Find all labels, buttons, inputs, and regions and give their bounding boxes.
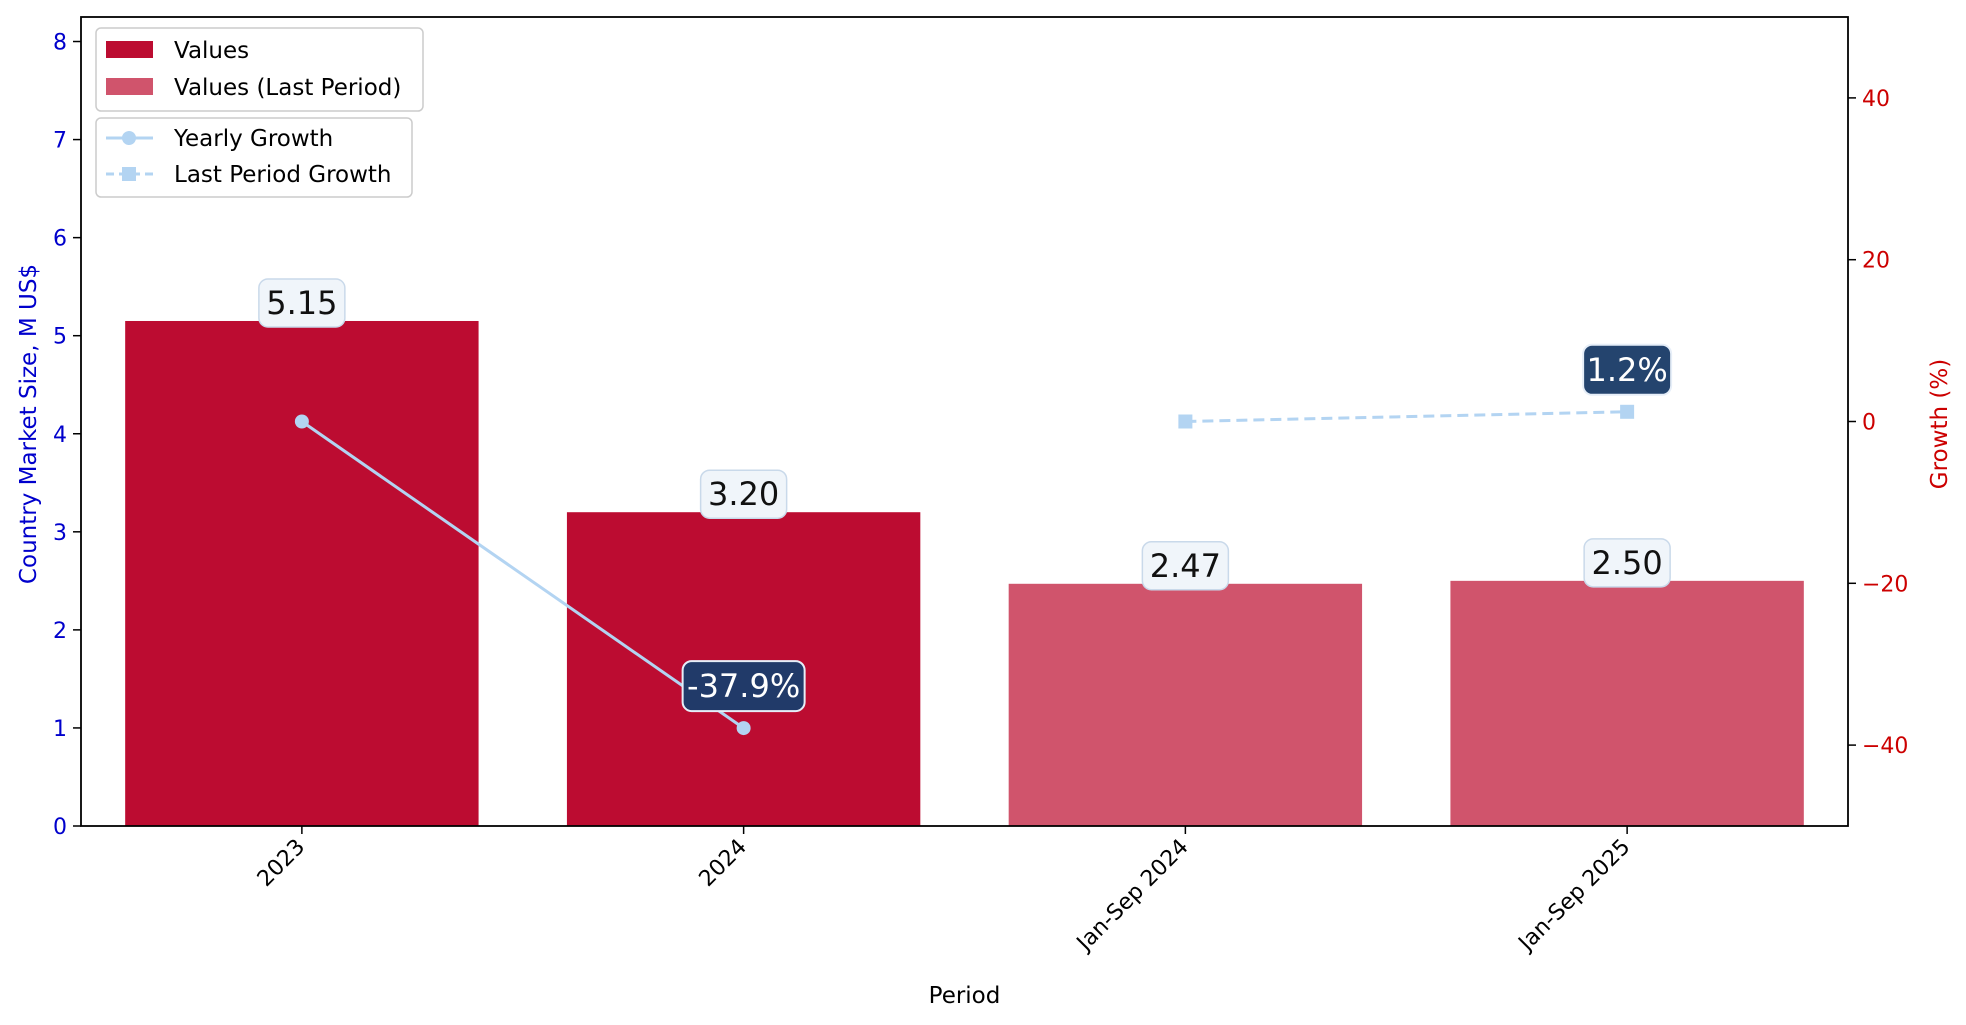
legend-swatch [106,41,153,58]
growth-point [1620,404,1635,419]
growth-point [294,414,309,429]
legend-label: Yearly Growth [173,126,333,152]
x-tick-label: 2024 [695,835,752,892]
legend-bars [95,27,424,112]
x-axis-title: Period [929,983,1001,1009]
value-label: 2.50 [1592,544,1663,582]
legend-marker [122,167,136,181]
value-label: 2.47 [1150,547,1221,585]
bar-jan-sep-2025 [1450,580,1804,826]
y-right-axis-title: Growth (%) [1927,359,1953,489]
growth-point [736,721,751,736]
bar-2023 [125,320,479,826]
yearly-growth-line [301,420,745,730]
y-right-tick-label: −20 [1862,572,1908,597]
x-tick-label: Jan-Sep 2024 [1071,835,1194,958]
y-tick-label: 8 [53,31,67,56]
y-tick-label: 1 [53,717,67,742]
growth-label-box [1582,343,1673,396]
bar-jan-sep-2024 [1008,583,1363,826]
growth-label-box [681,660,806,713]
legend-marker [122,131,136,145]
legend-swatch [106,78,153,95]
legend-label: Values (Last Period) [174,75,401,101]
y-tick-label: 0 [53,815,67,840]
last-period-growth-line [1185,410,1628,423]
value-label-box [258,278,346,328]
growth-label: -37.9% [687,667,800,705]
y-tick-label: 4 [53,423,67,448]
legend-label: Values [174,38,249,64]
legend-lines [95,117,413,198]
y-tick-label: 7 [53,129,67,154]
legend-label: Last Period Growth [174,162,392,188]
value-label-box [1141,541,1230,591]
x-tick-label: Jan-Sep 2025 [1513,835,1636,958]
y-axis-title: Country Market Size, M US$ [16,264,42,584]
value-label: 5.15 [266,284,337,322]
growth-point [1178,414,1193,429]
y-right-tick-label: 0 [1862,411,1876,436]
y-tick-label: 3 [53,521,67,546]
value-label: 3.20 [708,475,779,513]
growth-label: 1.2% [1586,351,1667,389]
value-label-box [1583,538,1671,588]
x-tick-label: 2023 [253,835,310,892]
y-tick-label: 6 [53,227,67,252]
y-tick-label: 5 [53,325,67,350]
y-right-tick-label: 40 [1862,87,1890,112]
y-right-tick-label: −40 [1862,734,1908,759]
value-label-box [699,469,788,519]
y-right-tick-label: 20 [1862,249,1890,274]
y-tick-label: 2 [53,619,67,644]
